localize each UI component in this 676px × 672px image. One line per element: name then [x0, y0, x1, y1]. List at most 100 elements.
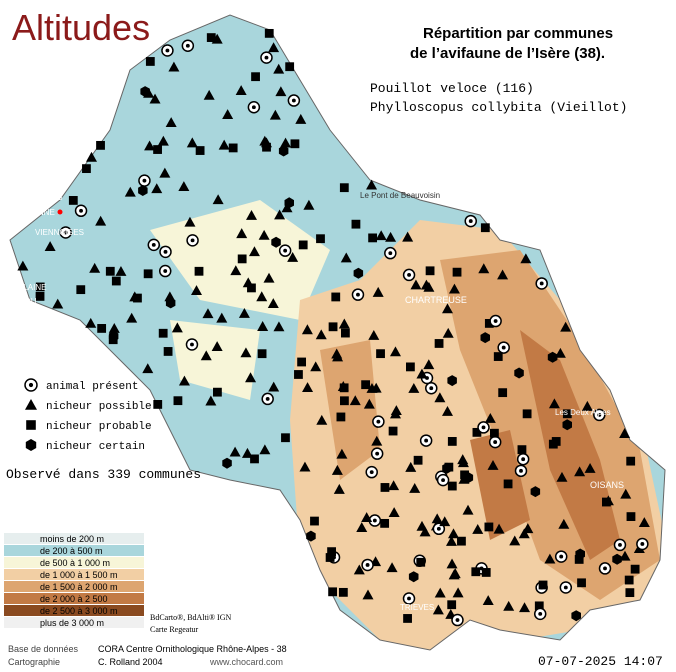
symbol-present-dot — [365, 563, 370, 567]
footer-text: C. Rolland 2004 — [98, 657, 163, 667]
symbol-possible — [273, 63, 285, 74]
symbol-possible — [410, 279, 422, 290]
symbol-probable — [194, 266, 204, 276]
symbol-possible — [159, 167, 171, 178]
symbol-certain — [447, 375, 457, 387]
symbol-possible — [216, 312, 228, 323]
symbol-possible — [448, 528, 460, 539]
place-label: Le Pont de Beauvoisin — [360, 191, 440, 200]
symbol-possible — [281, 202, 293, 213]
altitude-legend: moins de 200 m de 200 à 500 m de 500 à 1 0… — [4, 533, 144, 628]
symbol-probable — [340, 328, 350, 338]
symbol-possible — [295, 113, 307, 124]
symbol-probable — [213, 387, 222, 397]
symbol-label: nicheur possible — [46, 401, 152, 413]
symbol-present-dot — [356, 292, 360, 297]
symbol-possible — [268, 381, 280, 392]
symbol-present-dot — [468, 219, 473, 224]
symbol-possible — [157, 135, 169, 146]
symbol-present-dot — [369, 470, 374, 475]
symbol-probable — [97, 324, 107, 333]
symbol-possible — [462, 504, 474, 515]
symbol-possible — [389, 408, 401, 419]
observed-count: Observé dans 339 communes — [6, 467, 201, 482]
symbol-possible — [442, 327, 454, 338]
symbol-possible — [310, 361, 322, 372]
symbol-possible — [238, 308, 250, 318]
symbol-present-dot — [538, 611, 543, 616]
symbol-probable — [624, 575, 634, 585]
symbol-probable — [35, 282, 45, 292]
symbol-possible — [388, 507, 400, 517]
symbol-probable — [290, 139, 300, 149]
symbol-possible — [212, 194, 224, 205]
symbol-possible — [619, 428, 631, 438]
symbol-possible — [338, 318, 350, 329]
symbol-present-dot — [283, 248, 288, 253]
symbol-probable — [143, 269, 153, 279]
species-common: Pouillot veloce (116) — [370, 81, 534, 96]
symbol-possible — [448, 569, 460, 580]
symbol-possible — [448, 283, 460, 294]
species-latin: Phylloscopus collybita (Vieillot) — [370, 100, 627, 115]
symbol-present-dot — [163, 269, 168, 273]
symbol-possible — [497, 269, 509, 280]
symbol-probable — [405, 362, 415, 372]
place-label: TRIEVES — [400, 603, 434, 612]
altitude-swatch — [4, 545, 144, 556]
symbol-probable — [484, 522, 494, 532]
symbol-possible — [267, 298, 279, 309]
symbol-probable — [577, 578, 586, 588]
symbol-possible — [229, 446, 241, 457]
footer-label: Base de données — [8, 644, 79, 654]
symbol-possible — [337, 381, 349, 391]
symbol-possible — [144, 140, 156, 151]
symbol-present-dot — [185, 43, 190, 48]
symbol-possible — [518, 528, 530, 539]
symbol-possible — [218, 139, 230, 150]
symbol-present-dot — [521, 457, 526, 462]
symbol-present-dot — [597, 412, 602, 417]
city-dot — [57, 209, 63, 215]
symbol-probable — [493, 352, 503, 361]
symbol-probable — [195, 146, 205, 155]
symbol-present-dot — [436, 526, 441, 531]
symbol-probable — [368, 233, 378, 243]
symbol-possible — [520, 253, 532, 264]
symbol-probable — [26, 420, 36, 430]
symbol-probable — [413, 455, 423, 465]
symbol-possible — [389, 346, 401, 357]
symbol-possible — [434, 587, 446, 598]
symbol-possible — [165, 117, 177, 128]
symbol-possible — [420, 279, 432, 290]
symbol-possible — [558, 518, 570, 529]
symbol-possible — [554, 347, 566, 358]
symbol-probable — [444, 462, 454, 472]
altitude-label: plus de 3 000 m — [40, 618, 104, 628]
symbol-probable — [630, 564, 640, 574]
symbol-possible — [89, 262, 101, 273]
symbol-probable — [250, 454, 259, 464]
symbol-possible — [85, 317, 97, 328]
symbol-possible — [458, 473, 470, 484]
observations — [17, 28, 650, 627]
symbol-possible — [25, 399, 37, 410]
symbol-probable — [447, 600, 457, 610]
symbol-possible — [280, 137, 292, 148]
symbol-possible — [52, 298, 64, 309]
footer-label: Cartographie — [8, 657, 60, 667]
symbol-present-dot — [28, 382, 34, 388]
date: 07-07-2025 14:07 — [538, 654, 663, 669]
symbol-possible — [544, 553, 556, 564]
symbol-legend: animal présent nicheur possible nicheur pr… — [24, 378, 152, 453]
symbol-probable — [447, 481, 457, 491]
altitude-label: de 500 à 1 000 m — [40, 558, 110, 568]
symbol-possible — [439, 516, 451, 527]
heading: de l’avifaune de l’Isère (38). — [410, 45, 605, 62]
symbol-probable — [153, 145, 162, 154]
symbol-possible — [509, 535, 521, 546]
symbol-possible — [236, 228, 248, 239]
symbol-probable — [331, 292, 341, 302]
symbol-probable — [403, 614, 412, 623]
symbol-probable — [416, 557, 426, 567]
